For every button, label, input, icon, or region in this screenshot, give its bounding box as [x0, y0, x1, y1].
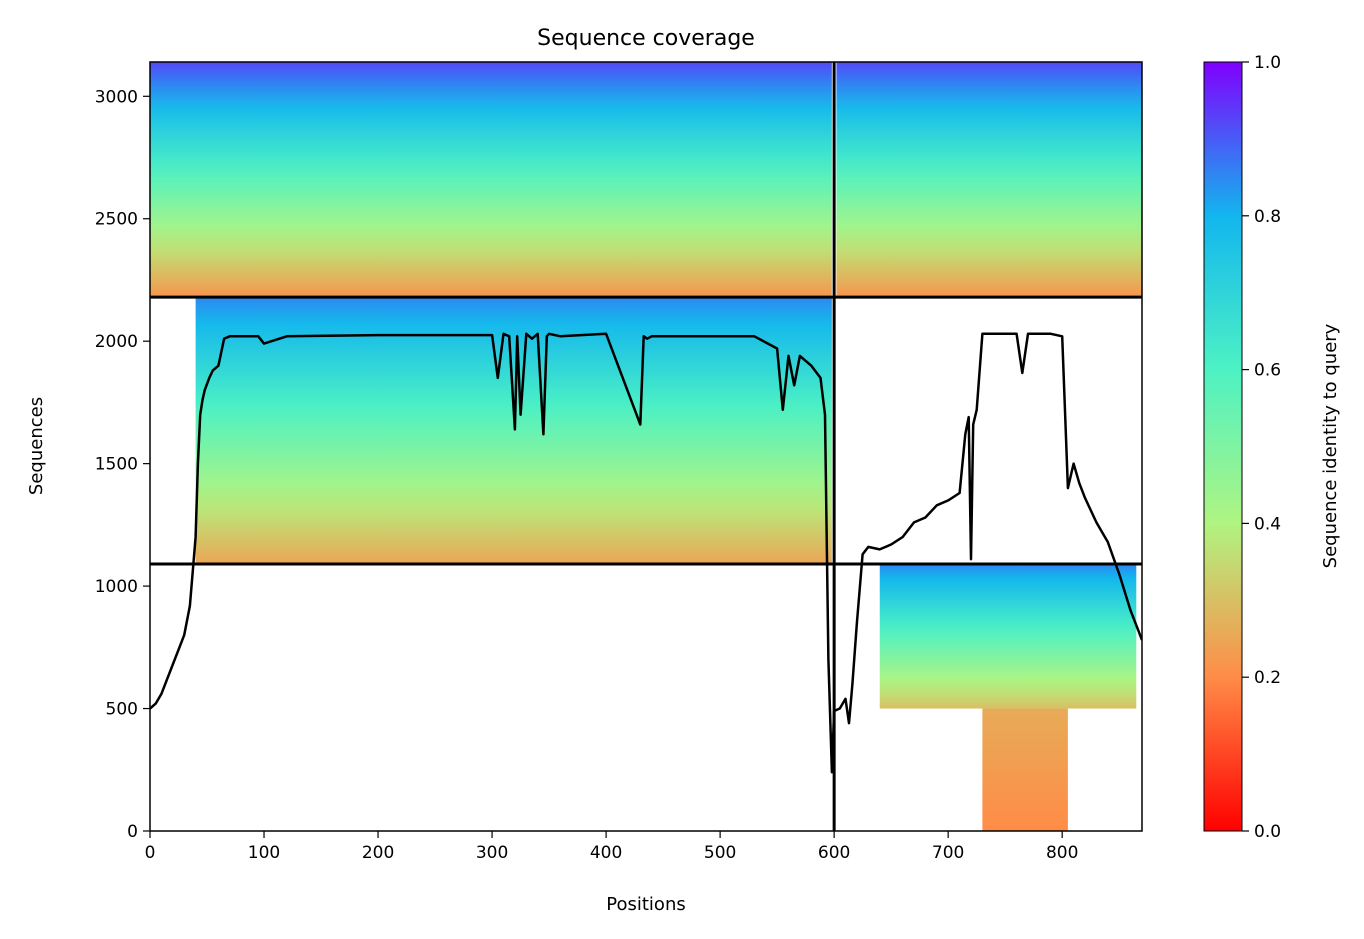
y-tick-label: 2000 — [95, 332, 138, 352]
coverage-block — [150, 62, 832, 298]
x-tick-label: 700 — [932, 843, 964, 863]
x-axis-label: Positions — [606, 894, 685, 915]
y-tick-label: 1500 — [95, 455, 138, 475]
coverage-line-group — [150, 332, 1142, 774]
y-tick-label: 2500 — [95, 210, 138, 230]
y-tick-label: 500 — [106, 700, 138, 720]
x-tick-label: 800 — [1046, 843, 1078, 863]
x-tick-label: 0 — [145, 843, 156, 863]
coverage-block — [982, 708, 1068, 831]
y-axis: 0 500 1000 1500 2000 2500 3000 — [95, 87, 150, 842]
y-axis-label: Sequences — [26, 397, 47, 495]
x-axis: 0 100 200 300 400 500 600 700 800 — [145, 831, 1078, 863]
colorbar-axis: 0.0 0.2 0.4 0.6 0.8 1.0 — [1242, 53, 1281, 842]
x-tick-label: 600 — [818, 843, 850, 863]
y-tick-label: 3000 — [95, 87, 138, 107]
colorbar-tick-label: 0.2 — [1254, 668, 1281, 688]
colorbar-tick-label: 0.6 — [1254, 361, 1281, 381]
x-tick-label: 200 — [362, 843, 394, 863]
x-tick-label: 500 — [704, 843, 736, 863]
coverage-block — [836, 62, 1142, 298]
colorbar-tick-label: 0.4 — [1254, 514, 1281, 534]
x-tick-label: 100 — [248, 843, 280, 863]
x-tick-label: 400 — [590, 843, 622, 863]
coverage-block — [195, 297, 832, 565]
coverage-line — [150, 332, 1142, 774]
colorbar-tick-label: 0.0 — [1254, 822, 1281, 842]
block-boundaries — [150, 62, 1142, 831]
x-tick-label: 300 — [476, 843, 508, 863]
colorbar-tick-label: 1.0 — [1254, 53, 1281, 73]
y-tick-label: 0 — [127, 822, 138, 842]
colorbar-label: Sequence identity to query — [1320, 323, 1341, 568]
plot-frame — [149, 61, 1143, 832]
coverage-blocks — [150, 62, 1142, 831]
colorbar — [1203, 61, 1243, 832]
y-tick-label: 1000 — [95, 577, 138, 597]
coverage-block — [879, 564, 1137, 709]
colorbar-tick-label: 0.8 — [1254, 207, 1281, 227]
chart-title: Sequence coverage — [537, 26, 755, 51]
